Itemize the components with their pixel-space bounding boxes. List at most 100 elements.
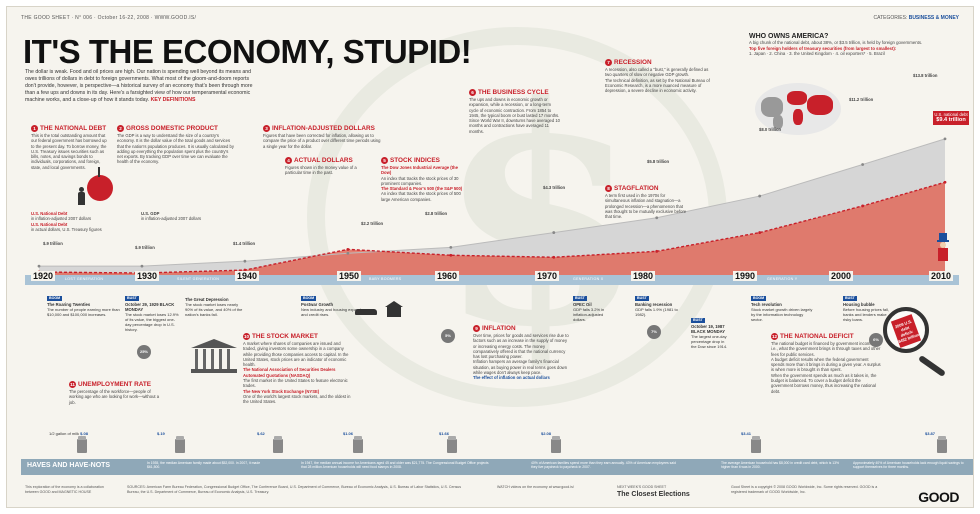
timeline-bar (25, 275, 959, 285)
section-stagflation: 8 STAGFLATION A term first used in the 19… (605, 185, 691, 219)
section-number-8: 8 (605, 185, 612, 192)
milk-value-8: $3.87 (925, 431, 936, 436)
section-deficit: 12 THE NATIONAL DEFICIT The national budg… (771, 333, 881, 394)
debt-point-1940 (243, 268, 247, 272)
gdp-label-1920: $.9 trillion (43, 241, 63, 246)
actual-dollars-heading: 4 ACTUAL DOLLARS (285, 157, 367, 164)
intro-text: The dollar is weak. Food and oil prices … (25, 69, 257, 104)
gdp-label-1990: $8.0 trillion (759, 127, 782, 132)
depression-title: The Great Depression (185, 297, 229, 302)
milk-carton-icon-4 (353, 436, 363, 453)
actual-dollars-body: Figures shown in the money value of a pa… (285, 165, 357, 176)
gdp-point-1950 (346, 251, 350, 255)
section-national-debt: 1 THE NATIONAL DEBT This is the total out… (31, 125, 109, 170)
stock-market-body-2: The National Association of Securities D… (243, 367, 336, 378)
section-number-10: 10 (243, 333, 250, 340)
bust-3-body: The largest one-day percentage drop in t… (691, 334, 728, 349)
stock-market-body-4: The New York Stock Exchange (NYSE) (243, 388, 320, 394)
infographic-sheet: $ THE GOOD SHEET · N° 006 · October 16-2… (6, 6, 974, 508)
business-cycle-title: THE BUSINESS CYCLE (478, 89, 549, 96)
debt-point-1950 (346, 247, 350, 251)
generation-lost: LOST GENERATION (65, 277, 104, 281)
generation-boomers: BABY BOOMERS (369, 277, 402, 281)
stagflation-body: A term first used in the 1970s for simul… (605, 193, 687, 220)
gdp-label-2007: $13.8 trillion (913, 73, 938, 78)
stock-indices-heading: 5 STOCK INDICES (381, 157, 463, 164)
milk-value-3: $.62 (257, 431, 265, 436)
unemployment-body: The percentage of the workforce—people o… (69, 389, 160, 405)
milk-value-1: $.08 (80, 431, 88, 436)
milk-price-1: 1/2 gallon of milk $.08 (49, 431, 88, 436)
unemployment-circle-1930: 25% (137, 345, 151, 359)
national-debt-heading: 1 THE NATIONAL DEBT (31, 125, 109, 132)
haves-col-5: Approximately 40% of American households… (853, 461, 964, 470)
decade-1960: 1960 (435, 271, 460, 281)
inflation-note: The effect of inflation on actual dollar… (473, 375, 550, 381)
gdp-label-1930: $.9 trillion (135, 245, 155, 250)
decade-2010: 2010 (929, 271, 954, 281)
deficit-body-1: The national budget is financed by gover… (771, 341, 881, 357)
boom-1-body: The number of people earning more than $… (47, 307, 120, 317)
stagflation-heading: 8 STAGFLATION (605, 185, 691, 192)
milk-carton-icon-6 (551, 436, 561, 453)
car-icon (355, 309, 377, 315)
bust-2-body: GDP falls 3.2% in inflation-adjusted dol… (573, 307, 605, 322)
who-owns-heading: WHO OWNS AMERICA? (749, 33, 829, 40)
next-sheet-title[interactable]: The Closest Elections (617, 491, 690, 498)
gdp-body: The GDP is a way to understand the size … (117, 133, 234, 165)
haves-col-3: 40% of American families spend more than… (531, 461, 676, 470)
haves-label: HAVES AND HAVE-NOTS (27, 462, 111, 469)
category-link[interactable]: BUSINESS & MONEY (908, 15, 959, 21)
haves-col-4: The average American household has $8,00… (721, 461, 839, 470)
gdp-label-1950: $2.2 trillion (361, 221, 384, 226)
debt-point-1980 (655, 249, 659, 253)
gdp-point-1930 (140, 264, 144, 268)
world-map-icon (755, 83, 841, 135)
debt-area (39, 182, 945, 275)
decade-1930: 1930 (135, 271, 160, 281)
milk-price-4: $1.06 (343, 431, 353, 436)
stock-indices-sp-desc: An index that tracks the stock prices of… (381, 191, 461, 202)
generation-y: GENERATION Y (767, 277, 798, 281)
milk-carton-icon-3 (273, 436, 283, 453)
milk-label-1: 1/2 gallon of milk (49, 431, 80, 436)
uncle-sam-icon (937, 233, 949, 261)
inflation-body-1: Over time, prices for goods and services… (473, 333, 569, 360)
debt-point-2000 (861, 204, 865, 208)
bust-3-title: October 19, 1987 BLACK MONDAY (691, 324, 726, 334)
haves-have-nots-bar: HAVES AND HAVE-NOTS In 1935, the median … (21, 459, 973, 475)
gdp-heading: 2 GROSS DOMESTIC PRODUCT (117, 125, 235, 132)
milk-value-6: $2.08 (541, 431, 552, 436)
stock-indices-sp: The Standard & Poor's 500 (the S&P 500) (381, 186, 463, 192)
event-bust-1: BUST October 29, 1929 BLACK MONDAY The s… (125, 295, 181, 332)
unemployment-title: UNEMPLOYMENT RATE (78, 381, 152, 388)
section-actual-dollars: 4 ACTUAL DOLLARS Figures shown in the mon… (285, 157, 367, 176)
section-business-cycle: 6 THE BUSINESS CYCLE The ups and downs in… (469, 89, 561, 134)
event-bust-4: BUST Banking recession GDP falls 1.9% (1… (635, 295, 685, 317)
decade-1980: 1980 (631, 271, 656, 281)
debt-point-2008 (943, 180, 947, 184)
stock-market-body-3: The first market in the United States to… (243, 378, 348, 389)
bust-1-body: The stock market loses 12.9% of its valu… (125, 312, 179, 332)
gdp-point-1960 (449, 245, 453, 249)
deficit-body-3: When the government spends as much as it… (771, 372, 877, 394)
generation-silent: SILENT GENERATION (177, 277, 220, 281)
bust-tag-3: BUST (691, 318, 705, 323)
who-owns-america: WHO OWNS AMERICA? A big chunk of the nat… (749, 33, 929, 57)
gdp-line (39, 138, 946, 267)
magnifier-icon: 2009 U.S. debt deficit: $482 billion (883, 307, 929, 353)
boom-2-title: Postwar Growth (301, 302, 334, 307)
gdp-title: GROSS DOMESTIC PRODUCT (126, 125, 218, 132)
footer-watch-link[interactable]: WATCH videos on the economy at www.good.… (497, 485, 574, 489)
gdp-point-2008 (943, 137, 947, 141)
gdp-label-1960: $2.8 trillion (425, 211, 448, 216)
milk-carton-icon-7 (751, 436, 761, 453)
recession-title: RECESSION (614, 59, 652, 66)
business-cycle-heading: 6 THE BUSINESS CYCLE (469, 89, 561, 96)
generation-x: GENERATION X (573, 277, 604, 281)
inflation-adjusted-heading: 3 INFLATION-ADJUSTED DOLLARS (263, 125, 381, 132)
event-bust-2: BUST OPEC Oil GDP falls 3.2% in inflatio… (573, 295, 617, 322)
debt-line (38, 181, 946, 274)
gdp-point-1940 (243, 259, 247, 263)
section-inflation-adjusted: 3 INFLATION-ADJUSTED DOLLARS Figures that… (263, 125, 381, 149)
